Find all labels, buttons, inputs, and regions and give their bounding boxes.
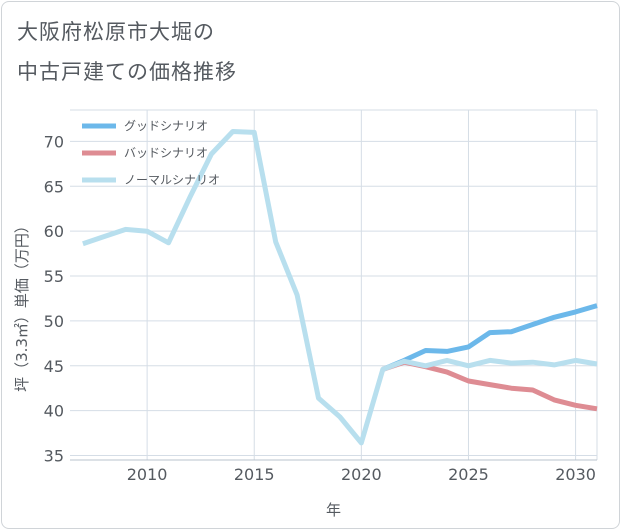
y-tick-label: 55 [44, 267, 64, 286]
x-tick-label: 2015 [234, 465, 275, 484]
y-tick-label: 40 [44, 402, 64, 421]
x-tick-label: 2025 [448, 465, 489, 484]
y-tick-label: 45 [44, 357, 64, 376]
series-line-bad [382, 359, 598, 412]
series-line-good [381, 303, 598, 372]
y-tick-label: 65 [44, 177, 64, 196]
chart-title-line2: 中古戸建ての価格推移 [17, 60, 237, 84]
y-axis-label: 坪（3.3㎡）単価（万円） [13, 218, 31, 392]
x-axis-label: 年 [326, 501, 341, 519]
series-lines [82, 129, 598, 446]
y-tick-label: 60 [44, 222, 64, 241]
y-tick-label: 70 [44, 132, 64, 151]
grid-lines [70, 109, 598, 461]
y-tick-label: 35 [44, 447, 64, 466]
legend-label-good: グッドシナリオ [124, 119, 208, 133]
legend-label-bad: バッドシナリオ [124, 146, 208, 160]
x-tick-label: 2030 [555, 465, 596, 484]
x-tick-label: 2020 [341, 465, 382, 484]
y-tick-label: 50 [44, 312, 64, 331]
legend-label-normal: ノーマルシナリオ [124, 173, 220, 187]
series-line-normal [82, 129, 598, 446]
x-tick-label: 2010 [127, 465, 168, 484]
tick-labels: 35 40 45 50 55 60 65 70 2010 2015 2020 2025 2030 [44, 132, 596, 484]
chart-title-line1: 大阪府松原市大堀の [17, 20, 215, 44]
